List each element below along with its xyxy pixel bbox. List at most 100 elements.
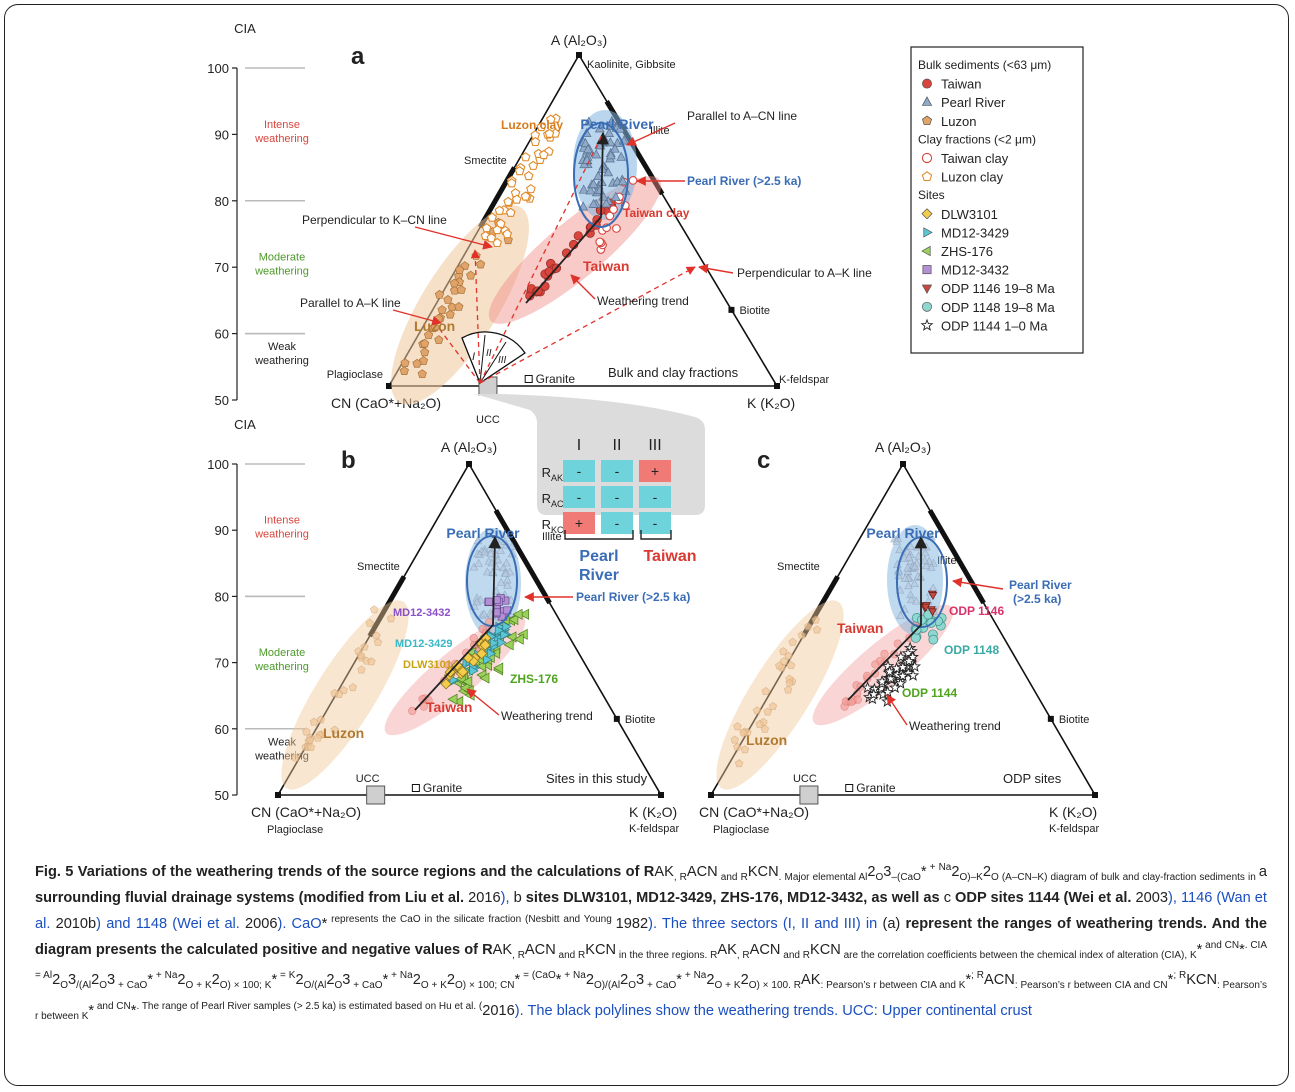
caption-segment: ACN [749, 941, 781, 958]
caption-segment: ODP sites 1144 (Wei et al. [950, 889, 1136, 906]
caption-segment: + Na [926, 862, 952, 873]
caption-segment: 3 [67, 972, 77, 989]
caption-segment: * [382, 972, 389, 989]
taiwan-clay-point [612, 224, 621, 233]
luzon-point [357, 665, 366, 674]
vertex-marker [275, 792, 281, 798]
cia-tick-label: 50 [215, 393, 229, 408]
smectite-label: Smectite [777, 561, 820, 573]
panel-letter: a [351, 43, 365, 70]
bracket-pearl [564, 530, 634, 540]
pearl-river-point [913, 571, 923, 580]
sector-fan [461, 331, 526, 384]
md3429-point [502, 621, 512, 632]
illite-band [927, 509, 986, 605]
bracket-taiwan [640, 530, 672, 540]
legend-box [910, 46, 1084, 354]
md3432-point [484, 597, 493, 606]
zhs-point [503, 639, 514, 651]
apex-top-note: Kaolinite, Gibbsite [587, 59, 676, 71]
apex-left-note: Plagioclase [713, 824, 769, 836]
caption-segment[interactable]: ), 1146 (Wan et al. [35, 889, 1267, 932]
luzon-clay-point [536, 121, 547, 132]
luzon-point [730, 735, 739, 744]
caption-segment: + CaO [350, 980, 383, 992]
cia-tick-label: 60 [215, 327, 229, 342]
legend-symbol [922, 78, 932, 89]
biotite-marker [613, 715, 620, 722]
luzon-point [423, 330, 434, 340]
luzon-point [786, 661, 796, 670]
caption-segment: O [99, 980, 108, 992]
caption-segment: . The range of Pearl River samples (> 2.… [136, 1001, 483, 1013]
caption-segment[interactable]: ), [500, 889, 514, 906]
pearl-river-25-ellipse [573, 122, 629, 228]
legend-item-label: MD12-3432 [941, 263, 1009, 278]
ternary-panel-b: b A (Al₂O₃) CN (CaO*+Na₂O) Plagioclase K (K₂… [251, 439, 690, 836]
moderate-label: Moderate [259, 252, 305, 264]
table-group-pearl: Pearl [579, 548, 618, 565]
caption-segment: 2 [982, 863, 991, 880]
luzon-point [803, 622, 813, 631]
caption-segment[interactable]: ). The black polylines show the weatheri… [514, 1003, 1032, 1020]
odp1146-point [928, 608, 937, 617]
caption-segment: ; R [971, 970, 985, 982]
pearl-river-label: Pearl River [866, 525, 940, 541]
caption-segment: and CN [1202, 939, 1240, 951]
smectite-band [367, 575, 407, 638]
table-cell-value: - [653, 515, 658, 531]
caption-segment[interactable]: ). CaO [277, 915, 322, 932]
pearl-river-point [610, 191, 621, 201]
caption-segment: AK [654, 863, 674, 880]
pearl-river-point [496, 545, 506, 554]
pearl-river-point [580, 137, 591, 147]
caption-segment: and CN [94, 1001, 131, 1013]
legend-symbol [921, 115, 933, 126]
arrow [626, 122, 676, 146]
md3429-point [494, 625, 505, 636]
caption-segment: 2 [706, 972, 715, 989]
ucc-marker [366, 785, 386, 805]
caption-segment[interactable]: ) and 1148 (Wei et al. [96, 915, 246, 932]
caption-segment: KCN [585, 941, 617, 958]
luzon-point [466, 270, 476, 280]
zhs-point [453, 696, 464, 708]
caption-segment: 2 [52, 972, 61, 989]
pearl-river-point [910, 561, 920, 570]
caption-segment: and R [717, 871, 748, 883]
biotite-label: Biotite [739, 305, 770, 317]
table-row-sub: KCN [551, 525, 570, 535]
caption-segment: 2 [91, 972, 100, 989]
luzon-point [348, 683, 358, 692]
caption-segment: in the three regions. R [616, 949, 718, 961]
legend-item-label: MD12-3429 [941, 225, 1009, 240]
luzon-clay-point [492, 224, 503, 235]
legend-item-label: ODP 1146 19–8 Ma [941, 281, 1055, 296]
caption-segment: 2016 [482, 1003, 515, 1020]
kfeldspar-label: K-feldspar [779, 374, 829, 386]
cia-tick-label: 70 [215, 656, 229, 671]
caption-segment: = K [277, 970, 296, 982]
luzon-point [316, 715, 326, 724]
ucc-label: UCC [793, 773, 817, 785]
pearl-river-point [617, 176, 628, 186]
vertex-marker [386, 383, 392, 389]
legend-item-label: Luzon [941, 114, 976, 129]
granite-marker [524, 375, 533, 383]
luzon-point [755, 719, 764, 728]
md3429-point [486, 648, 497, 659]
table-cell-value: - [577, 463, 582, 479]
granite-label: Granite [536, 372, 576, 386]
odp1144-point [894, 650, 908, 663]
dlw-point [476, 648, 488, 660]
vertex-marker [708, 792, 714, 798]
table-row-sub: AK [551, 473, 563, 483]
cia-scale-b: CIA 100 90 80 70 60 50 Intense weathering Moderat… [207, 417, 309, 803]
luzon-clay-point [505, 207, 516, 217]
weathering-trend-label: Weathering trend [909, 719, 1001, 733]
taiwan-point [469, 634, 478, 643]
intense-label: Intense [264, 119, 300, 131]
caption-segment: O [628, 980, 636, 992]
weathering-trend-label: Weathering trend [501, 709, 593, 723]
caption-segment[interactable]: ). The three sectors (I, II and III) in [648, 915, 883, 932]
